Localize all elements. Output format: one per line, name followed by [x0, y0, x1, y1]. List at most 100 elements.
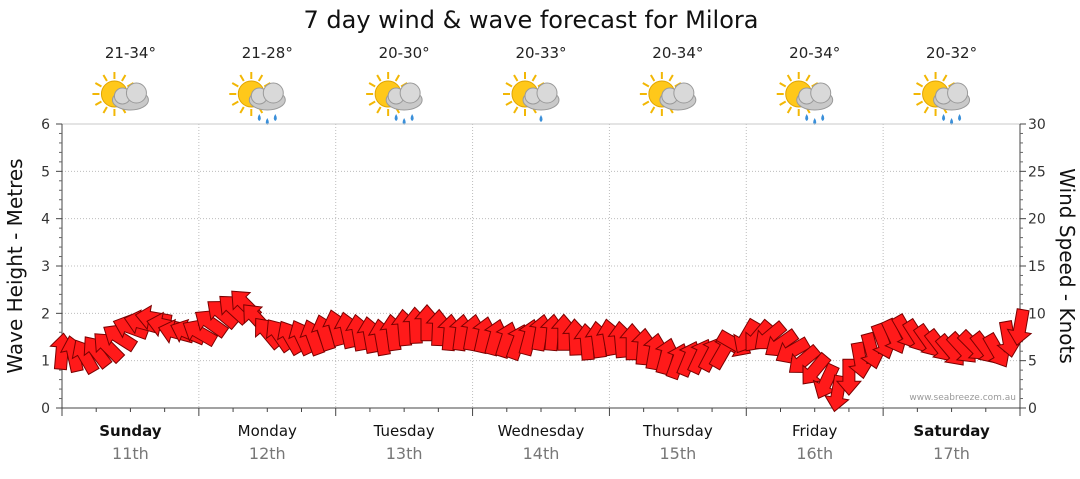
- day-date-label: 16th: [796, 444, 833, 463]
- partly-cloudy-icon: [639, 72, 697, 116]
- day-name-label: Thursday: [642, 422, 713, 440]
- right-tick-label: 10: [1028, 306, 1046, 322]
- raindrop: [273, 114, 277, 121]
- left-tick-label: 1: [41, 354, 50, 370]
- left-tick-label: 0: [41, 401, 50, 417]
- wind-arrow: [94, 333, 126, 365]
- right-tick-label: 5: [1028, 354, 1037, 370]
- showers-icon: [776, 72, 834, 125]
- sun-ray: [239, 106, 245, 114]
- sun-ray: [505, 82, 513, 88]
- day-date-label: 14th: [523, 444, 560, 463]
- cloud-puff: [810, 82, 832, 104]
- wind-arrows: [49, 290, 1033, 413]
- raindrop: [394, 114, 398, 121]
- day-labels: Sunday 11th Monday 12th Tuesday 13th Wednesday…: [99, 422, 990, 463]
- sun-ray: [916, 100, 924, 106]
- sun-ray: [376, 106, 382, 114]
- showers-icon: [913, 72, 971, 125]
- left-axis-label: Wave Height - Metres: [3, 158, 27, 373]
- sun-ray: [779, 100, 787, 106]
- raindrop: [942, 114, 946, 121]
- raindrop: [950, 118, 954, 125]
- weather-icons: [92, 72, 971, 125]
- wind-arrow: [802, 351, 832, 385]
- sun-ray: [231, 100, 239, 106]
- left-tick-label: 6: [41, 117, 50, 133]
- day-name-label: Friday: [792, 422, 838, 440]
- sun-ray: [923, 74, 929, 82]
- sun-ray: [505, 100, 513, 106]
- sun-ray: [257, 74, 264, 82]
- day-name-label: Sunday: [99, 422, 162, 440]
- sun-ray: [102, 106, 108, 114]
- light-shower-icon: [503, 72, 560, 122]
- sun-ray: [368, 100, 376, 106]
- sun-ray: [805, 74, 811, 82]
- left-tick-label: 4: [41, 212, 50, 228]
- showers-icon: [229, 72, 286, 125]
- cloud-puff: [947, 82, 969, 104]
- temperature-label: 21-34°: [105, 44, 156, 62]
- sun-ray: [513, 74, 519, 82]
- sun-ray: [513, 106, 519, 114]
- day-date-label: 11th: [112, 444, 149, 463]
- sun-ray: [121, 74, 127, 82]
- right-tick-label: 25: [1028, 164, 1046, 180]
- left-axis-ticks: 0 1 2 3 4 5 6: [41, 117, 62, 417]
- sun-ray: [642, 100, 650, 106]
- day-name-label: Monday: [238, 422, 297, 440]
- temperature-label: 20-32°: [926, 44, 977, 62]
- raindrop: [402, 118, 406, 125]
- day-name-label: Saturday: [913, 422, 990, 440]
- temperature-label: 20-34°: [652, 44, 703, 62]
- sun-ray: [942, 74, 948, 82]
- sun-ray: [94, 100, 102, 106]
- wind-arrow: [194, 310, 230, 339]
- left-tick-label: 5: [41, 164, 50, 180]
- raindrop: [410, 114, 414, 121]
- sun-ray: [668, 74, 674, 82]
- sun-ray: [376, 74, 382, 82]
- right-tick-label: 15: [1028, 259, 1046, 275]
- wind-arrow: [103, 324, 139, 353]
- raindrop: [958, 114, 962, 121]
- cloud-puff: [673, 82, 695, 104]
- wind-arrow: [182, 319, 219, 348]
- showers-icon: [366, 72, 423, 125]
- day-name-label: Wednesday: [498, 422, 585, 440]
- right-tick-label: 20: [1028, 212, 1046, 228]
- day-date-label: 17th: [933, 444, 970, 463]
- sun-ray: [94, 82, 102, 88]
- wind-arrow: [848, 341, 874, 380]
- left-tick-label: 2: [41, 306, 50, 322]
- right-tick-label: 0: [1028, 401, 1037, 417]
- temperature-label: 20-34°: [789, 44, 840, 62]
- sun-ray: [649, 106, 656, 114]
- wind-arrow: [83, 336, 113, 370]
- sun-ray: [649, 74, 656, 82]
- daily-temperatures: 21-34° 21-28° 20-30° 20-33° 20-34° 20-34° 20-3…: [105, 44, 977, 62]
- temperature-label: 20-33°: [515, 44, 566, 62]
- day-date-label: 15th: [659, 444, 696, 463]
- day-name-label: Tuesday: [373, 422, 435, 440]
- temperature-label: 20-30°: [379, 44, 430, 62]
- raindrop: [265, 118, 269, 125]
- raindrop: [813, 118, 817, 125]
- sun-ray: [368, 82, 376, 88]
- sun-ray: [786, 106, 793, 114]
- day-date-label: 13th: [386, 444, 423, 463]
- sun-ray: [394, 74, 401, 82]
- cloud-puff: [399, 82, 421, 104]
- raindrop: [821, 114, 825, 121]
- sun-ray: [531, 74, 537, 82]
- sun-ray: [779, 82, 787, 88]
- credit-text: www.seabreeze.com.au: [909, 393, 1016, 403]
- left-tick-label: 3: [41, 259, 50, 275]
- cloud-puff: [125, 82, 147, 104]
- sun-ray: [923, 106, 929, 114]
- right-axis-label: Wind Speed - Knots: [1055, 168, 1079, 364]
- raindrop: [805, 114, 809, 121]
